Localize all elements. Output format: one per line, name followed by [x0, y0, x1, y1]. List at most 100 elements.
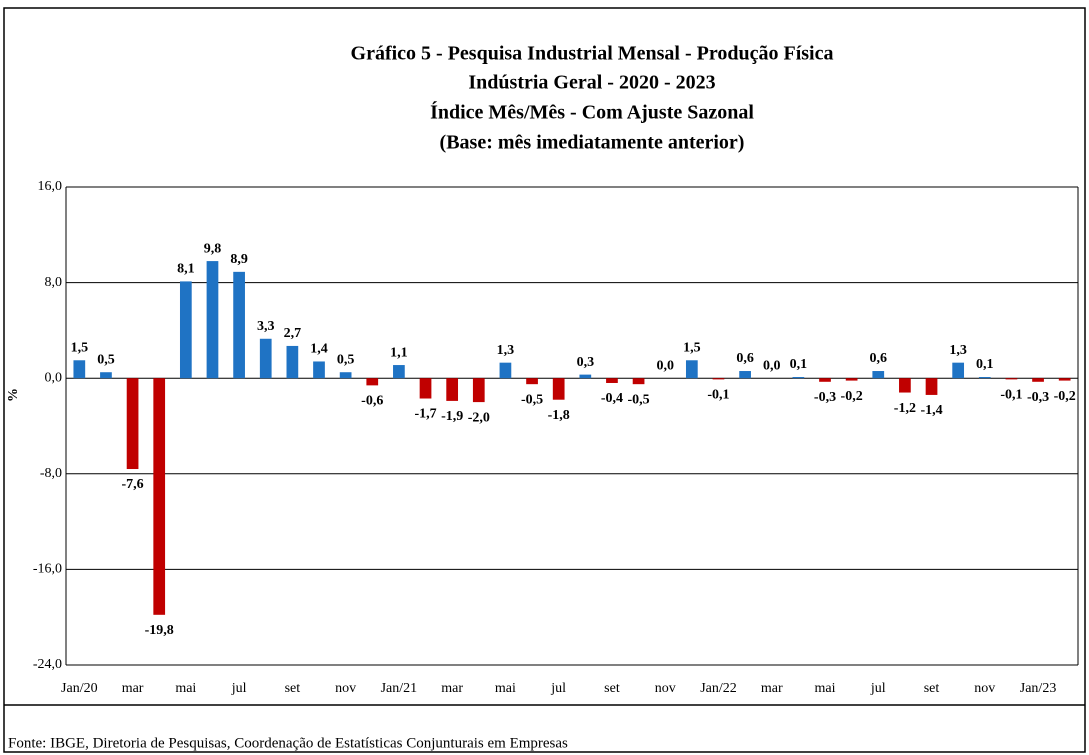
x-tick-label: nov: [974, 681, 995, 696]
value-label: -0,1: [1000, 388, 1022, 403]
x-tick-label: jul: [550, 681, 566, 696]
value-label: -0,5: [521, 392, 543, 407]
x-tick-label: nov: [655, 681, 676, 696]
value-label: -0,5: [627, 392, 649, 407]
bar: [259, 338, 272, 379]
y-tick-label: 8,0: [45, 275, 63, 290]
value-label: -1,2: [894, 401, 916, 416]
bar: [632, 378, 645, 385]
bar: [339, 372, 352, 379]
value-label: -1,7: [414, 407, 436, 422]
x-tick-label: mar: [122, 681, 144, 696]
value-label: 8,1: [177, 262, 195, 277]
bar: [952, 362, 965, 379]
value-label: 0,5: [97, 352, 115, 367]
bar: [552, 378, 565, 400]
x-tick-label: jul: [231, 681, 247, 696]
bar: [925, 378, 938, 395]
x-tick-label: mai: [495, 681, 516, 696]
y-tick-label: 0,0: [45, 370, 63, 385]
x-tick-label: nov: [335, 681, 356, 696]
bar: [472, 378, 485, 403]
value-label: 0,5: [337, 352, 355, 367]
bar: [1058, 378, 1071, 381]
x-tick-label: mar: [761, 681, 783, 696]
value-label: 8,9: [230, 252, 248, 267]
value-label: 1,5: [71, 340, 89, 355]
bar: [366, 378, 379, 386]
y-tick-label: -8,0: [40, 466, 62, 481]
frame: [3, 7, 1086, 753]
x-tick-label: Jan/20: [61, 681, 98, 696]
chart-title: (Base: mês imediatamente anterior): [440, 132, 745, 154]
bar: [499, 362, 512, 379]
x-tick-label: set: [285, 681, 301, 696]
bar: [712, 378, 725, 380]
value-label: 1,1: [390, 345, 408, 360]
value-label: -1,9: [441, 409, 463, 424]
value-label: -0,2: [1054, 389, 1076, 404]
bar: [126, 378, 139, 470]
value-label: 0,1: [976, 357, 994, 372]
x-tick-label: jul: [870, 681, 886, 696]
bar: [206, 261, 219, 379]
value-label: 9,8: [204, 241, 222, 256]
value-label: 3,3: [257, 319, 275, 334]
value-label: 0,6: [870, 351, 888, 366]
value-label: -7,6: [121, 477, 143, 492]
bar: [526, 378, 538, 385]
value-label: 1,3: [949, 343, 967, 358]
bar: [792, 377, 805, 379]
value-label: -0,1: [707, 388, 729, 403]
value-label: -19,8: [145, 623, 174, 638]
bar: [446, 378, 459, 401]
value-label: 1,3: [497, 343, 515, 358]
y-tick-label: -16,0: [33, 562, 62, 577]
value-label: -0,6: [361, 394, 383, 409]
y-axis-label: %: [6, 388, 21, 402]
x-tick-label: Jan/22: [700, 681, 737, 696]
bar: [1005, 378, 1018, 380]
source: Fonte: IBGE, Diretoria de Pesquisas, Coo…: [8, 735, 568, 751]
bar: [100, 372, 112, 379]
x-tick-label: Jan/23: [1020, 681, 1057, 696]
value-label: -0,2: [841, 389, 863, 404]
bar: [899, 378, 911, 393]
x-tick-label: set: [604, 681, 620, 696]
bar: [845, 378, 858, 381]
bar: [233, 271, 245, 379]
value-label: -0,3: [814, 390, 836, 405]
value-label: 1,4: [310, 342, 328, 357]
chart-title: Gráfico 5 - Pesquisa Industrial Mensal -…: [351, 43, 834, 65]
value-label: -2,0: [468, 410, 490, 425]
value-label: 0,0: [656, 358, 674, 373]
value-label: -1,4: [920, 403, 942, 418]
bar: [739, 371, 751, 379]
y-tick-label: -24,0: [33, 657, 62, 672]
x-tick-label: mar: [441, 681, 463, 696]
x-tick-label: mai: [175, 681, 196, 696]
value-label: 0,3: [577, 355, 595, 370]
bar: [393, 365, 405, 379]
chart-title: Índice Mês/Mês - Com Ajuste Sazonal: [430, 101, 754, 124]
value-label: 2,7: [284, 326, 302, 341]
bar: [153, 378, 166, 615]
value-label: 0,1: [790, 357, 808, 372]
bar: [685, 360, 698, 379]
bar: [606, 378, 618, 383]
x-tick-label: set: [924, 681, 940, 696]
value-label: -0,3: [1027, 390, 1049, 405]
value-label: -1,8: [548, 408, 570, 423]
bar: [286, 345, 299, 379]
x-tick-label: Jan/21: [381, 681, 418, 696]
bar: [419, 378, 432, 399]
bar: [73, 360, 86, 379]
value-label: -0,4: [601, 391, 623, 406]
x-tick-label: mai: [815, 681, 836, 696]
bar: [579, 374, 592, 379]
bar: [978, 377, 991, 379]
bar: [179, 281, 192, 379]
bar: [313, 361, 325, 379]
